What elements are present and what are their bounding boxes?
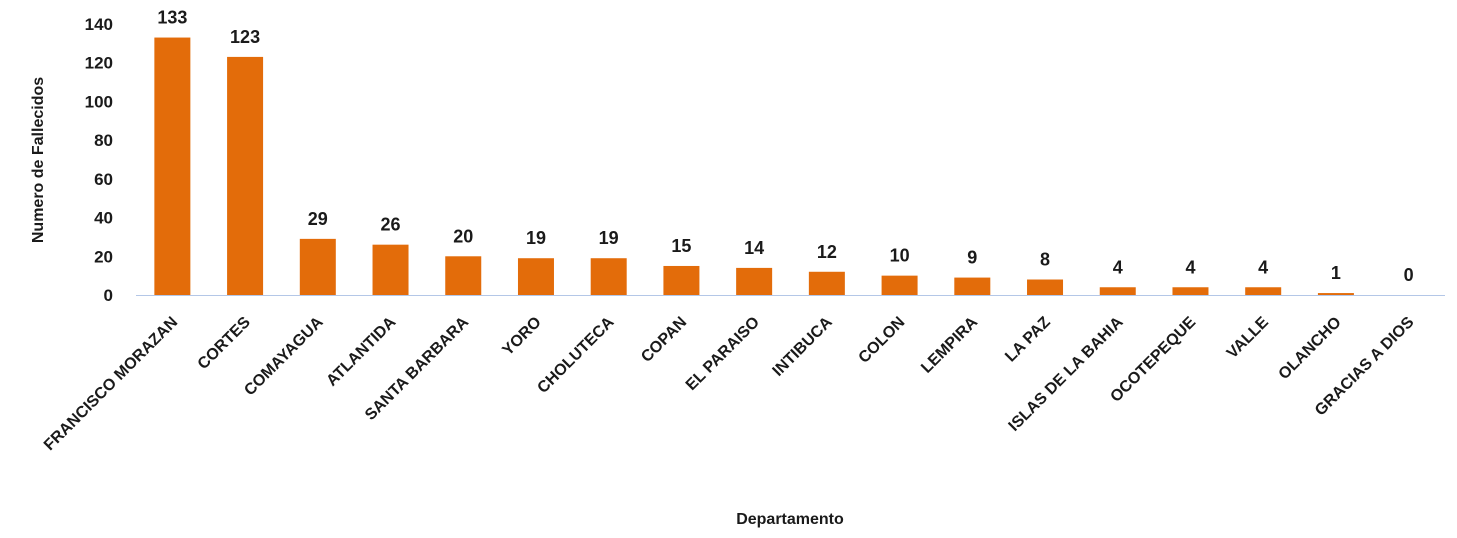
y-tick-label: 100 <box>85 92 113 111</box>
bar <box>372 244 409 295</box>
data-label: 8 <box>1040 250 1050 270</box>
bar <box>881 275 918 295</box>
bar <box>1027 279 1064 295</box>
y-tick-label: 20 <box>94 247 113 266</box>
bar <box>954 277 991 295</box>
bar <box>736 267 773 295</box>
data-label: 15 <box>671 236 691 256</box>
data-label: 29 <box>308 209 328 229</box>
data-label: 10 <box>890 246 910 266</box>
data-label: 1 <box>1331 263 1341 283</box>
x-tick-label: INTIBUCA <box>770 313 836 379</box>
x-tick-label: EL PARAISO <box>683 314 763 394</box>
y-tick-label: 0 <box>104 286 113 305</box>
bar <box>1172 287 1209 295</box>
data-label: 4 <box>1185 257 1195 277</box>
x-tick-label: COLON <box>856 314 909 367</box>
data-label: 133 <box>157 8 187 28</box>
data-label: 19 <box>526 228 546 248</box>
y-tick-label: 80 <box>94 131 113 150</box>
y-tick-label: 60 <box>94 170 113 189</box>
x-tick-label: COPAN <box>638 314 690 366</box>
bar <box>517 258 554 295</box>
x-tick-label: ATLANTIDA <box>323 313 399 389</box>
y-tick-label: 140 <box>85 15 113 34</box>
data-label: 26 <box>381 215 401 235</box>
x-tick-label: LEMPIRA <box>918 313 981 376</box>
x-tick-label: CHOLUTECA <box>534 313 617 396</box>
data-label: 14 <box>744 238 764 258</box>
x-axis-title: Departamento <box>736 511 844 528</box>
bar <box>154 37 191 296</box>
bars-group <box>154 37 1354 296</box>
data-label: 20 <box>453 226 473 246</box>
data-label: 0 <box>1404 265 1414 285</box>
data-label: 123 <box>230 27 260 47</box>
bar <box>590 258 627 295</box>
data-label: 4 <box>1258 257 1268 277</box>
y-axis-title: Numero de Fallecidos <box>30 77 47 243</box>
x-tick-label: YORO <box>499 314 544 359</box>
y-tick-label: 120 <box>85 54 113 73</box>
x-tick-label: CORTES <box>195 314 254 373</box>
bar <box>808 271 845 295</box>
x-tick-label: OLANCHO <box>1276 314 1345 383</box>
data-label: 19 <box>599 228 619 248</box>
y-tick-label: 40 <box>94 209 113 228</box>
x-tick-label: FRANCISCO MORAZAN <box>41 314 181 454</box>
bar <box>1317 293 1354 295</box>
x-tick-label: VALLE <box>1224 314 1272 362</box>
bar <box>227 56 264 296</box>
x-axis-tick-labels: FRANCISCO MORAZAN CORTESCOMAYAGUAATLANTID… <box>41 313 1418 454</box>
bar <box>1245 287 1282 295</box>
data-label: 4 <box>1113 257 1123 277</box>
bar <box>1099 287 1136 295</box>
y-axis-ticks: 0 20 40 60 80 100 120 140 <box>85 15 113 305</box>
data-label: 12 <box>817 242 837 262</box>
bar <box>663 265 700 295</box>
x-tick-label: COMAYAGUA <box>241 313 327 399</box>
x-tick-label: LA PAZ <box>1002 314 1054 366</box>
bar <box>445 256 482 295</box>
data-label: 9 <box>967 248 977 268</box>
bar <box>299 238 336 295</box>
